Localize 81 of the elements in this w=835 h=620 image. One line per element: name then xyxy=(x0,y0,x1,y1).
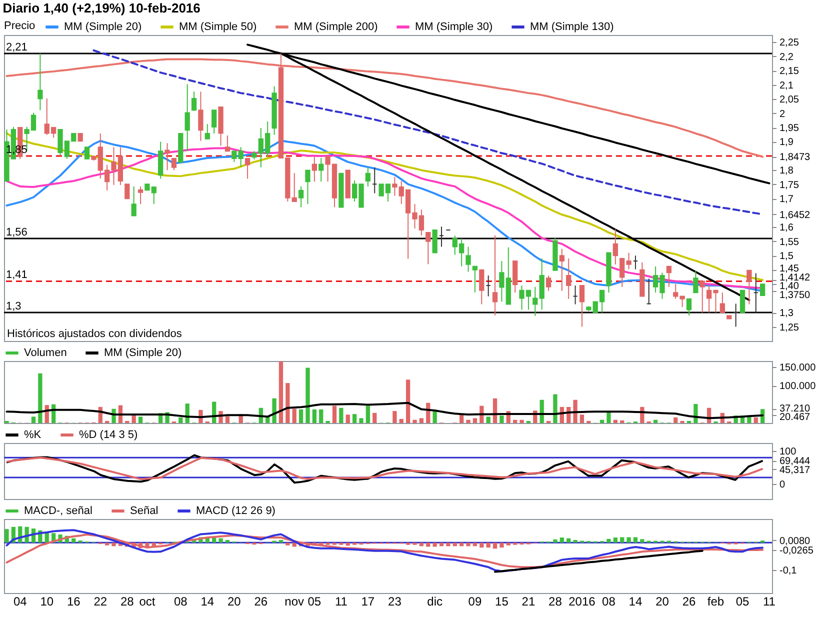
x-tick-label: 14 xyxy=(200,594,214,608)
y-tick-label: 1,5 xyxy=(780,251,794,262)
x-tick-label: 22 xyxy=(94,594,108,608)
legend-label: Señal xyxy=(130,505,158,517)
y-tick-label: 1,45 xyxy=(780,264,800,275)
ref-line-label: 1,41 xyxy=(6,269,28,282)
legend-label: MACD (12 26 9) xyxy=(196,505,276,517)
x-tick-label: dic xyxy=(427,594,442,608)
legend-title: Precio xyxy=(4,20,36,32)
legend-label: Volumen xyxy=(24,347,67,359)
y-tick-label: 0 xyxy=(780,480,786,491)
y-tick-label: 1,3750 xyxy=(780,290,811,301)
legend-label: MACD-, señal xyxy=(24,505,92,517)
x-tick-label: 23 xyxy=(388,594,402,608)
x-tick-label: 14 xyxy=(628,594,642,608)
y-tick-label: 1,7 xyxy=(780,194,794,206)
y-tick-label: 20.467 xyxy=(780,412,811,424)
x-tick-label: 09 xyxy=(468,594,482,608)
y-tick-label: 1,8473 xyxy=(780,152,811,164)
x-tick-label: 08 xyxy=(174,594,188,608)
x-tick-label: 20 xyxy=(656,594,670,608)
annotation: Históricos ajustados con dividendos xyxy=(7,328,182,340)
legend-label: MM (Simple 130) xyxy=(530,21,614,33)
x-tick-label: 20 xyxy=(227,594,242,608)
y-tick-label: 1,6 xyxy=(780,222,794,234)
x-tick-label: 15 xyxy=(495,594,509,608)
x-tick-label: 26 xyxy=(254,594,268,608)
x-tick-label: oct xyxy=(139,594,156,608)
y-tick-label: 1,3 xyxy=(780,308,794,320)
y-tick-label: 2,15 xyxy=(780,66,800,78)
ref-line-label: 1,3 xyxy=(6,300,22,313)
legend-label: MM (Simple 200) xyxy=(294,21,378,33)
x-tick-label: feb xyxy=(707,594,724,608)
y-tick-label: 1,9 xyxy=(780,137,794,148)
x-tick-label: 28 xyxy=(120,594,134,608)
y-tick-label: 2,2 xyxy=(780,52,794,63)
legend-label: MM (Simple 50) xyxy=(179,21,257,33)
x-tick-label: nov xyxy=(284,594,304,608)
x-tick-label: 05 xyxy=(308,594,322,608)
y-tick-label: 1,55 xyxy=(780,236,800,248)
y-tick-label: 0,0080 xyxy=(780,536,811,547)
y-tick-label: 1,40 xyxy=(780,281,800,292)
y-tick-label: 2 xyxy=(780,108,786,120)
legend-label: %D (14 3 5) xyxy=(79,429,138,441)
x-tick-label: 16 xyxy=(66,594,81,608)
x-tick-label: 28 xyxy=(548,594,562,608)
y-tick-label: 1,75 xyxy=(780,180,800,191)
x-tick-label: 2016 xyxy=(568,594,596,608)
x-tick-label: 26 xyxy=(682,594,696,608)
y-tick-label: 100 xyxy=(780,446,797,458)
y-tick-label: -0,1 xyxy=(780,565,798,576)
y-tick-label: 45,317 xyxy=(780,464,811,476)
y-tick-label: 1,25 xyxy=(780,322,800,334)
x-tick-label: 05 xyxy=(736,594,750,608)
chart-title: Diario 1,40 (+2,19%) 10-feb-2016 xyxy=(2,0,200,16)
x-tick-label: 08 xyxy=(602,594,616,608)
y-tick-label: 2,05 xyxy=(780,94,800,106)
legend-label: MM (Simple 20) xyxy=(64,21,142,33)
x-tick-label: 04 xyxy=(13,594,28,608)
ref-line-label: 1,85 xyxy=(6,144,28,156)
legend-label: MM (Simple 20) xyxy=(104,347,182,359)
y-tick-label: 1,6452 xyxy=(780,210,811,221)
ref-line-label: 2,21 xyxy=(6,42,28,54)
y-tick-label: 2,25 xyxy=(780,38,800,49)
y-tick-label: 150.000 xyxy=(780,362,816,374)
x-tick-label: 21 xyxy=(522,594,536,608)
y-tick-label: 37.210 xyxy=(780,403,811,414)
x-tick-label: 17 xyxy=(361,594,375,608)
ref-line-label: 1,56 xyxy=(6,226,28,239)
x-tick-label: 11 xyxy=(334,594,348,608)
y-tick-label: 1,95 xyxy=(780,123,800,134)
y-tick-label: -0,0265 xyxy=(780,545,814,556)
y-tick-label: 69,444 xyxy=(780,456,811,468)
series-label: %K xyxy=(24,429,42,441)
x-tick-label: 10 xyxy=(40,594,54,608)
legend-label: MM (Simple 30) xyxy=(415,21,493,33)
y-tick-label: 1,8 xyxy=(780,166,794,177)
x-tick-label: 11 xyxy=(763,594,776,608)
y-tick-label: 1,4142 xyxy=(780,272,811,284)
y-tick-label: 100.000 xyxy=(780,381,816,392)
y-tick-label: 2,1 xyxy=(780,80,794,92)
